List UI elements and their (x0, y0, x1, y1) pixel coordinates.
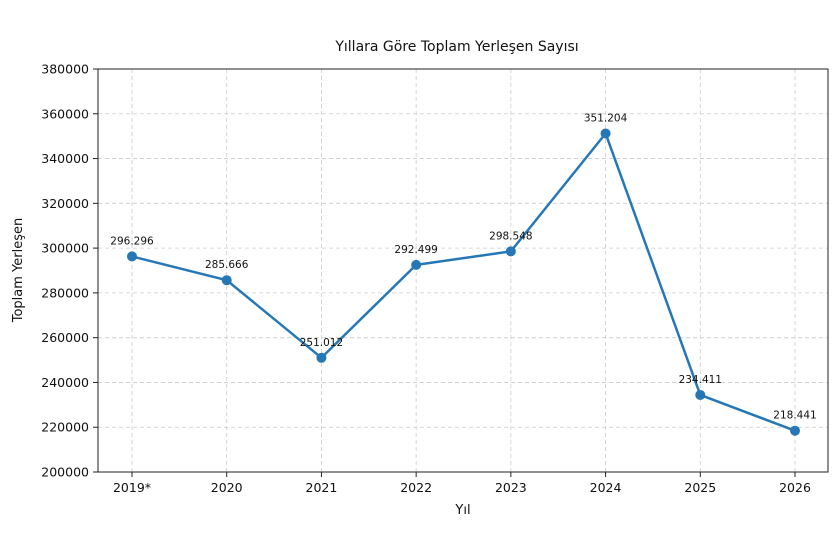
data-point (695, 389, 706, 400)
data-label: 296.296 (110, 235, 154, 247)
y-tick-label: 260000 (41, 330, 89, 345)
data-label: 298.548 (489, 230, 532, 242)
grid (98, 69, 828, 472)
series-line (131, 132, 796, 432)
data-label: 251.012 (300, 337, 343, 349)
x-axis-label: Yıl (454, 503, 470, 518)
y-tick-label: 320000 (41, 196, 89, 211)
data-point (221, 275, 232, 286)
data-point (411, 259, 422, 270)
x-tick-label: 2026 (779, 480, 811, 495)
y-tick-label: 280000 (41, 285, 89, 300)
data-label: 351.204 (584, 112, 628, 124)
data-label: 218.441 (773, 410, 816, 422)
x-tick-label: 2021 (306, 480, 338, 495)
y-tick-label: 340000 (41, 151, 89, 166)
data-point (505, 246, 516, 257)
y-tick-label: 360000 (41, 106, 89, 121)
y-axis-label: Toplam Yerleşen (11, 218, 26, 324)
data-point (316, 352, 327, 363)
y-tick-label: 240000 (41, 375, 89, 390)
x-tick-label: 2024 (590, 480, 622, 495)
y-tick-label: 300000 (41, 241, 89, 256)
chart-title: Yıllara Göre Toplam Yerleşen Sayısı (334, 39, 578, 55)
x-tick-label: 2022 (400, 480, 432, 495)
series: 296.296 285.666 251.012 292.499 298.548 351.2… (110, 112, 817, 436)
x-tick-label: 2023 (495, 480, 527, 495)
data-label: 234.411 (679, 374, 722, 386)
x-tick-label: 2020 (211, 480, 243, 495)
y-tick-label: 220000 (41, 420, 89, 435)
y-tick-label: 380000 (41, 62, 89, 77)
x-tick-label: 2025 (684, 480, 716, 495)
plot-frame (97, 68, 829, 473)
data-label: 285.666 (205, 259, 249, 271)
data-point (600, 128, 611, 139)
data-label: 292.499 (394, 244, 437, 256)
data-point (127, 251, 137, 262)
x-tick-label: 2019* (113, 480, 151, 495)
y-tick-label: 200000 (41, 465, 89, 480)
axis-ticks: 200000 220000 240000 260000 280000 300000 3200… (41, 62, 811, 496)
data-point (790, 425, 800, 436)
